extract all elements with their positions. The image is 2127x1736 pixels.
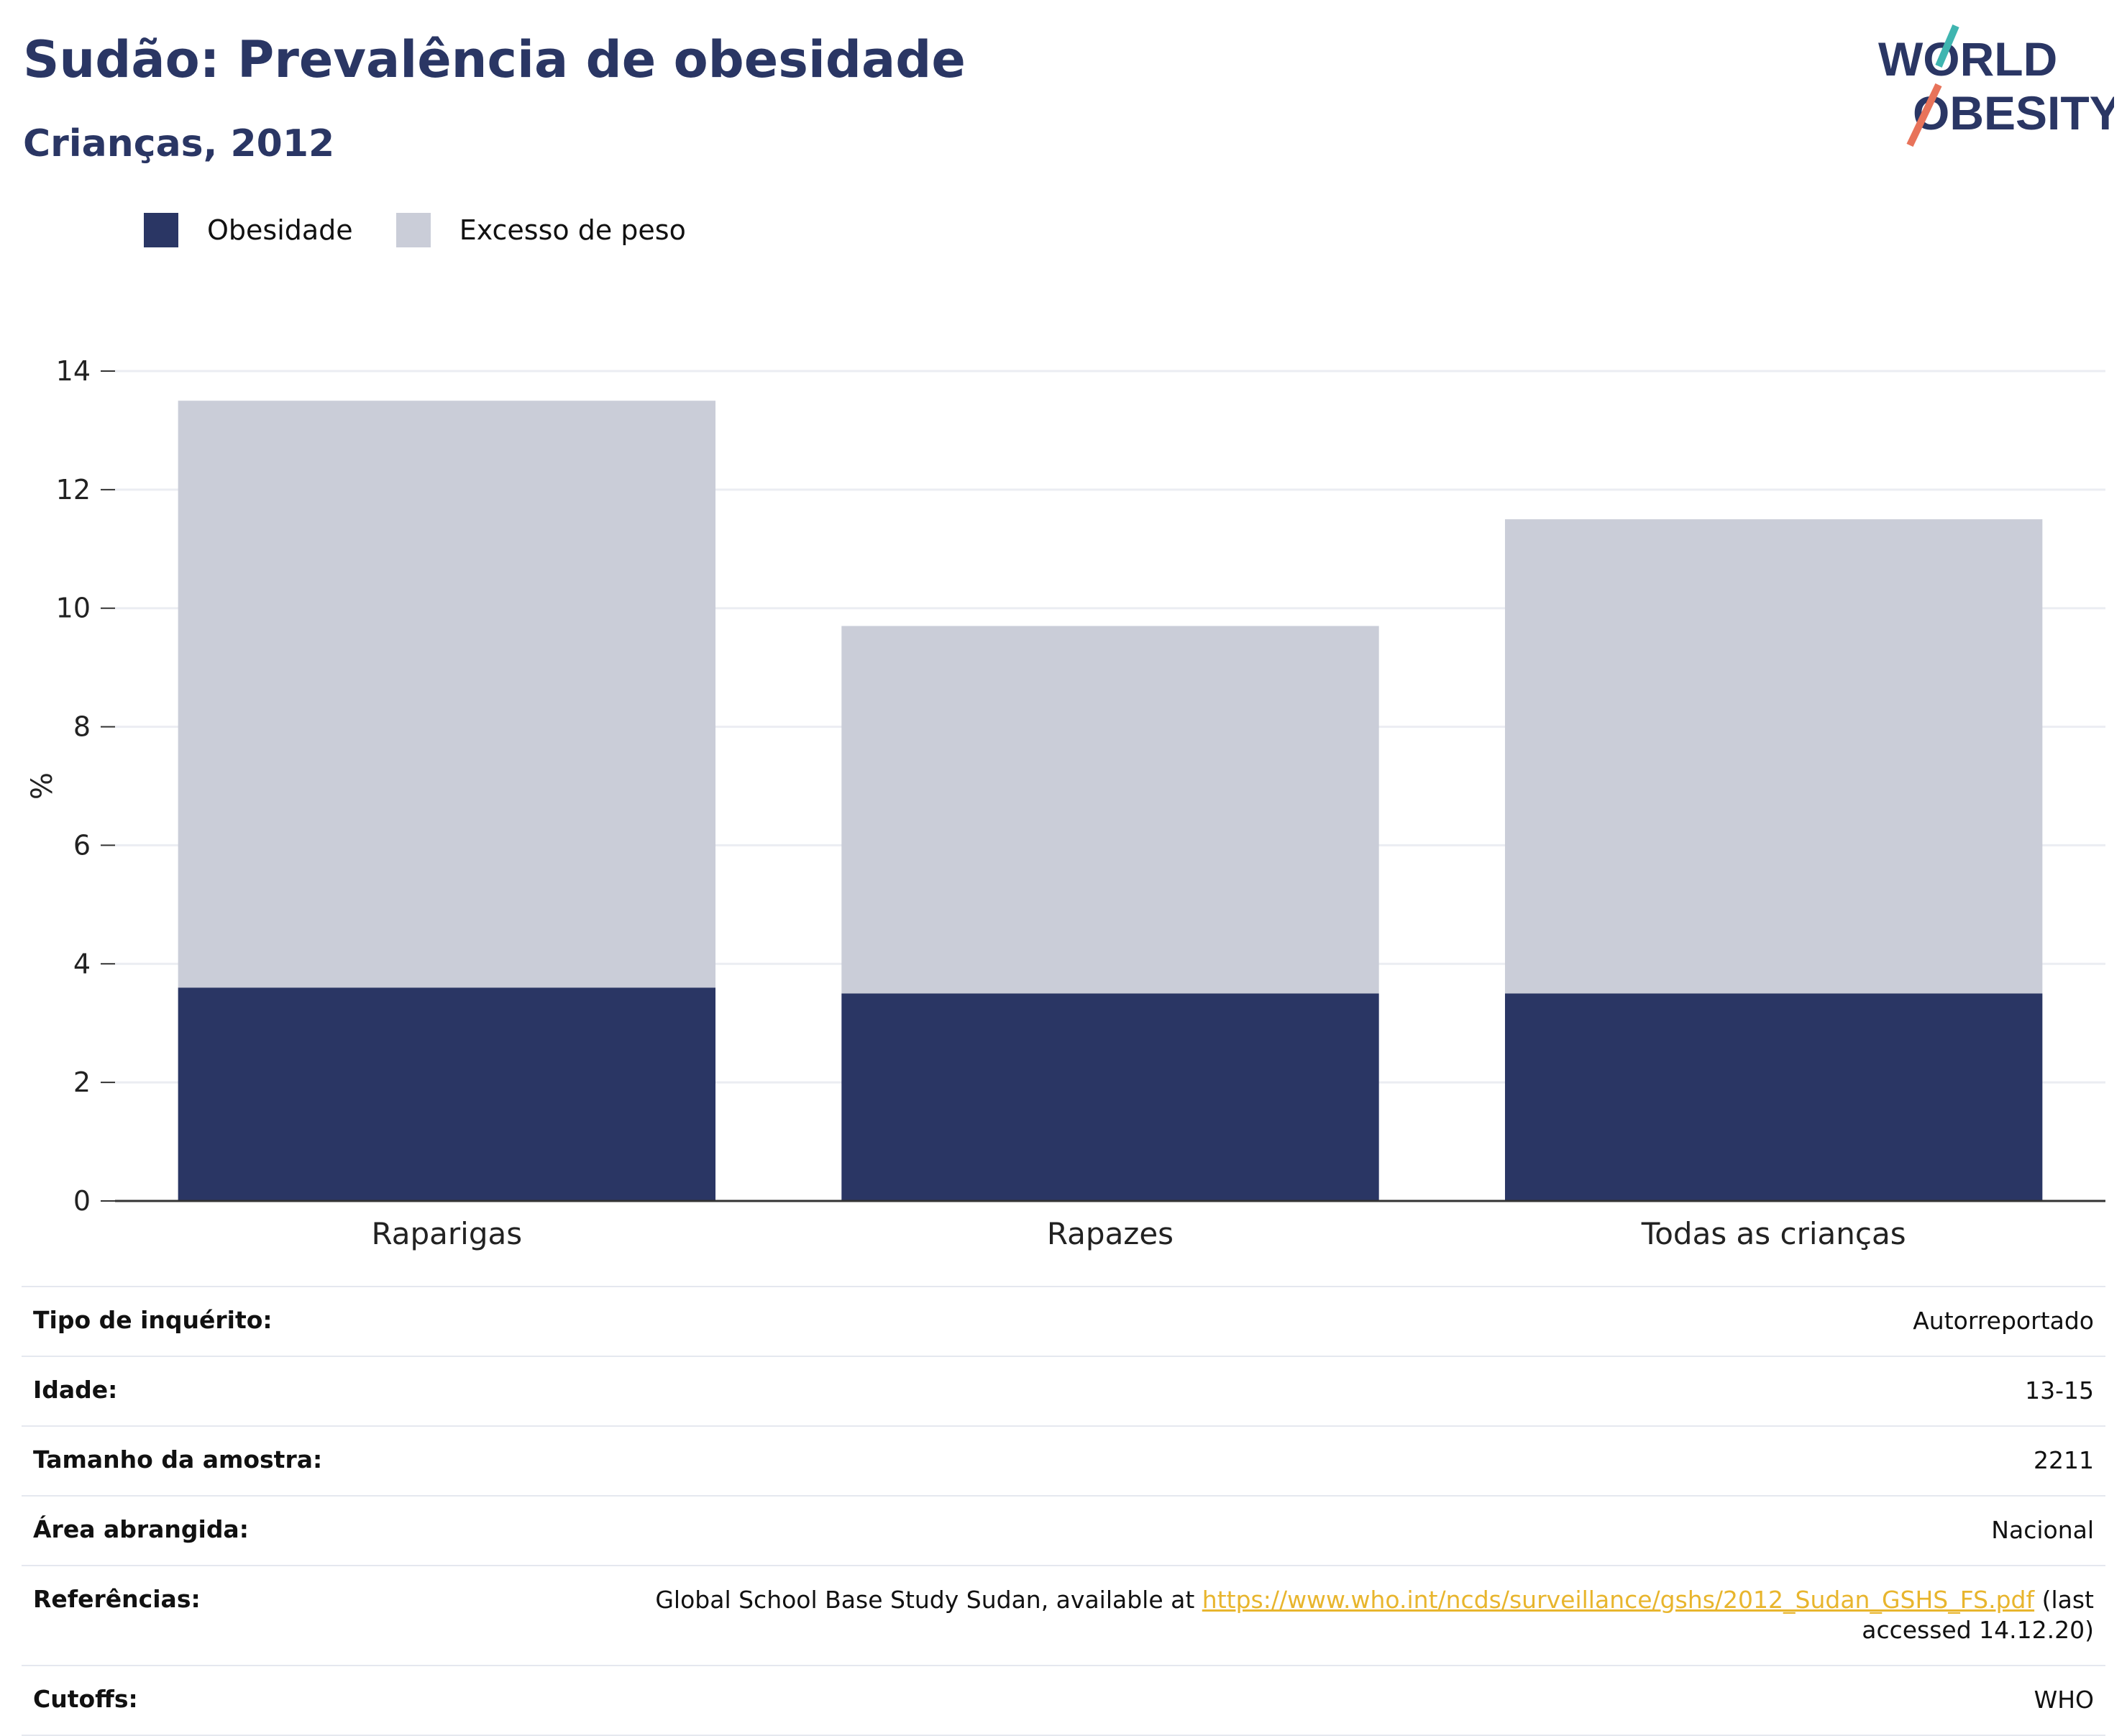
info-value: Nacional [1991,1515,2094,1544]
info-label: Tipo de inquérito: [33,1306,273,1334]
info-row-references: Referências: Global School Base Study Su… [22,1564,2105,1666]
y-tick-label: 6 [73,829,91,861]
y-tick-label: 12 [56,474,91,506]
world-obesity-logo: WORLD OBESITY [1878,24,2114,147]
bar-obesity [841,993,1379,1201]
chart-subtitle: Crianças, 2012 [23,122,335,165]
info-row-cutoffs: Cutoffs: WHO [22,1665,2105,1736]
info-label: Cutoffs: [33,1685,138,1714]
reference-link[interactable]: https://www.who.int/ncds/surveillance/gs… [1202,1585,2035,1614]
bar-obesity [1504,993,2043,1201]
info-label: Idade: [33,1375,118,1404]
x-tick-label: Raparigas [372,1216,523,1251]
info-row-area: Área abrangida: Nacional [22,1494,2105,1565]
info-row-survey-type: Tipo de inquérito: Autorreportado [22,1286,2105,1356]
info-row-sample-size: Tamanho da amostra: 2211 [22,1425,2105,1495]
y-tick-label: 8 [73,711,91,743]
info-value: 13-15 [2025,1376,2094,1404]
legend-item-overweight[interactable]: Excesso de peso [395,213,686,247]
legend-item-obesity[interactable]: Obesidade [144,213,353,247]
y-tick-label: 2 [73,1066,91,1098]
info-row-age: Idade: 13-15 [22,1355,2105,1425]
y-tick-label: 14 [56,355,91,387]
y-axis-label: % [26,772,59,800]
logo-line1: WORLD [1878,32,2057,86]
bar-obesity [178,987,716,1201]
bar-overweight [178,401,716,988]
info-label: Tamanho da amostra: [33,1445,323,1474]
logo-line2: OBESITY [1913,86,2114,140]
y-tick-label: 10 [56,593,91,624]
bar-overweight [841,626,1379,994]
legend-swatch-overweight [395,213,431,247]
info-label: Área abrangida: [33,1515,249,1543]
legend-label-obesity: Obesidade [207,214,353,246]
legend-label-overweight: Excesso de peso [459,214,686,246]
x-tick-label: Todas as crianças [1641,1216,1906,1251]
bar-overweight [1504,519,2043,994]
chart-legend: Obesidade Excesso de peso [144,213,729,247]
y-tick-label: 0 [73,1185,91,1217]
reference-accessed: (last accessed 14.12.20) [1862,1585,2094,1645]
info-value-references: Global School Base Study Sudan, availabl… [584,1585,2094,1647]
logo-slash-teal [1935,24,1959,68]
info-table: Tipo de inquérito: Autorreportado Idade:… [22,1286,2105,1736]
stacked-bar-chart: 0 2 4 6 8 10 12 14% Raparigas Rapazes Todas as cri… [26,355,2105,1251]
x-tick-label: Rapazes [1047,1216,1174,1251]
chart-title: Sudão: Prevalência de obesidade [23,30,966,89]
info-label: Referências: [33,1584,201,1613]
info-value: WHO [2034,1686,2094,1714]
legend-swatch-obesity [144,213,178,247]
logo-slash-coral [1906,83,1942,147]
info-value: 2211 [2034,1445,2094,1474]
info-value: Autorreportado [1913,1307,2094,1335]
y-tick-label: 4 [73,948,91,979]
reference-text: Global School Base Study Sudan, availabl… [655,1585,1202,1614]
